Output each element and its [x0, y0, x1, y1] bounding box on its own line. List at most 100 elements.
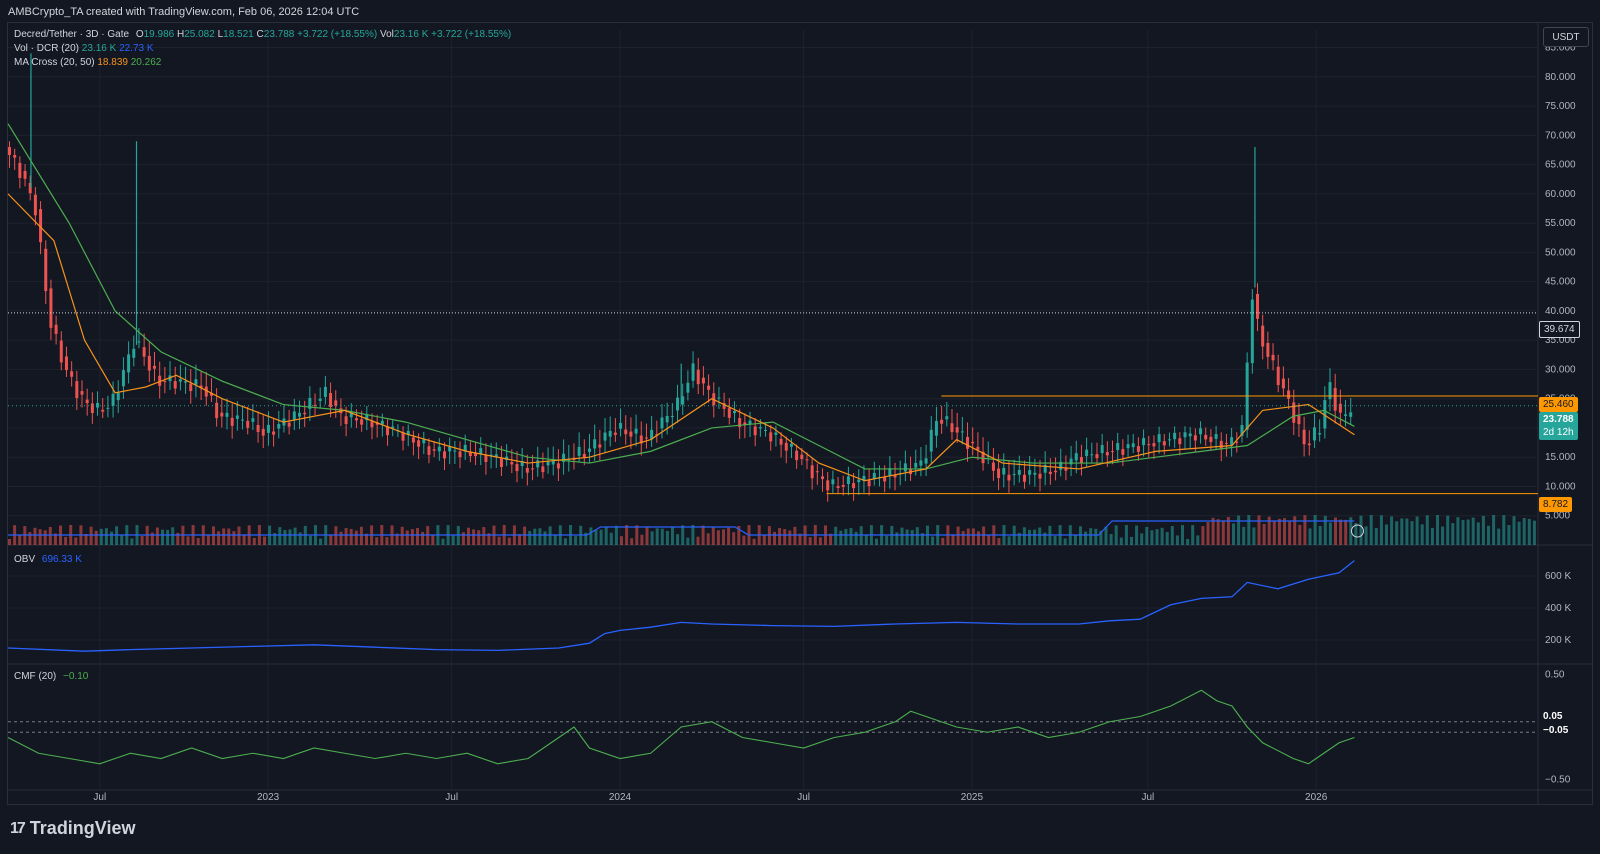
volume-legend: Vol · DCR (20) 23.16 K 22.73 K: [14, 43, 154, 54]
currency-unit-button[interactable]: USDT: [1543, 27, 1589, 47]
volume-bar: [655, 528, 659, 545]
volume-bar: [1354, 522, 1358, 545]
chart-frame[interactable]: [7, 22, 1593, 805]
volume-bar: [854, 531, 858, 545]
volume-bar: [900, 527, 904, 545]
candle-body: [929, 429, 933, 452]
volume-bar: [987, 534, 991, 545]
volume-bar: [1328, 522, 1332, 545]
candle-body: [1199, 428, 1203, 435]
volume-bar: [1170, 526, 1174, 545]
volume-bar: [1130, 536, 1133, 545]
volume-bar: [594, 529, 598, 545]
candle-body: [1033, 472, 1037, 475]
candle-body: [1188, 433, 1192, 437]
volume-bar: [1349, 517, 1353, 545]
volume-bar: [1135, 525, 1139, 545]
y-tick-label: 5.000: [1545, 511, 1570, 522]
candle-body: [567, 459, 571, 461]
volume-bar: [1232, 523, 1235, 545]
volume-bar: [762, 535, 766, 545]
candle-body: [1297, 415, 1301, 425]
low-label: L: [217, 29, 224, 40]
volume-bar: [1507, 525, 1511, 545]
volume-bar: [1053, 535, 1057, 545]
candle-body: [634, 428, 638, 434]
candle-body: [499, 458, 503, 468]
candle-body: [90, 403, 94, 414]
candle-body: [292, 411, 296, 420]
volume-bar: [849, 528, 853, 545]
candle-body: [1121, 449, 1125, 455]
volume-bar: [829, 533, 833, 545]
candle-body: [1012, 474, 1016, 476]
candle-body: [681, 396, 685, 405]
volume-bar: [227, 528, 231, 545]
candle-body: [1178, 438, 1182, 445]
volume-bar: [727, 527, 731, 545]
candle-body: [1219, 440, 1223, 449]
candle-body: [1240, 424, 1244, 436]
y-tick-label: 15.000: [1545, 452, 1576, 463]
candle-body: [960, 431, 964, 433]
y-tick-label: 35.000: [1545, 335, 1576, 346]
candle-body: [836, 486, 840, 488]
volume-bar: [273, 533, 277, 545]
volume-bar: [53, 533, 57, 545]
volume-bar: [533, 528, 537, 545]
candle-body: [448, 446, 452, 452]
candle-body: [1131, 443, 1135, 448]
candle-body: [147, 355, 151, 371]
volume-bar: [212, 526, 215, 545]
volume-bar: [18, 535, 22, 545]
volume-bar: [961, 531, 965, 545]
candle-body: [225, 412, 229, 417]
volume-bar: [1308, 528, 1312, 545]
x-tick-label: 2024: [609, 792, 632, 803]
open-value: 19.986: [143, 29, 175, 40]
volume-bar: [1323, 515, 1327, 545]
candle-body: [1204, 434, 1208, 440]
cmf-label[interactable]: CMF (20): [14, 671, 57, 682]
candle-body: [867, 480, 871, 487]
attribution-text: AMBCrypto_TA created with TradingView.co…: [8, 6, 360, 18]
volume-bar: [625, 525, 629, 545]
volume-bar: [905, 529, 909, 545]
candle-body: [313, 404, 317, 406]
candle-body: [903, 463, 907, 472]
volume-bar: [1211, 517, 1215, 545]
volume-indicator-label[interactable]: Vol · DCR (20): [14, 43, 80, 54]
volume-bar: [1033, 529, 1037, 545]
change-value: +3.722 (+18.55%): [297, 29, 378, 40]
bar-countdown: 2d 12h: [1543, 427, 1574, 438]
volume-bar: [421, 531, 425, 545]
candle-body: [1095, 454, 1099, 459]
y-tick-label: 75.000: [1545, 101, 1576, 112]
candle-body: [795, 450, 799, 461]
symbol-label[interactable]: Decred/Tether · 3D · Gate: [14, 29, 130, 40]
volume-bar: [1522, 518, 1526, 545]
candle-body: [189, 383, 193, 392]
volume-bar: [140, 535, 144, 545]
volume-bar: [278, 527, 282, 545]
candle-body: [1007, 474, 1011, 481]
candle-body: [650, 429, 654, 440]
volume-bar: [1288, 521, 1292, 545]
candle-body: [950, 423, 954, 433]
tradingview-logo[interactable]: 17 TradingView: [10, 818, 136, 839]
volume-bar: [222, 528, 226, 545]
obv-label[interactable]: OBV: [14, 554, 36, 565]
cmf-legend: CMF (20) −0.10: [14, 671, 88, 682]
volume-bar: [574, 536, 578, 545]
candle-body: [769, 432, 773, 442]
volume-bar: [1175, 535, 1179, 545]
candle-body: [764, 429, 768, 431]
volume-bar: [349, 528, 353, 545]
candle-body: [919, 460, 923, 466]
ma-cross-label[interactable]: MA Cross (20, 50): [14, 57, 95, 68]
volume-bar: [660, 528, 664, 545]
volume-bar: [931, 536, 935, 545]
volume-bar: [982, 526, 986, 545]
candle-body: [562, 453, 566, 462]
